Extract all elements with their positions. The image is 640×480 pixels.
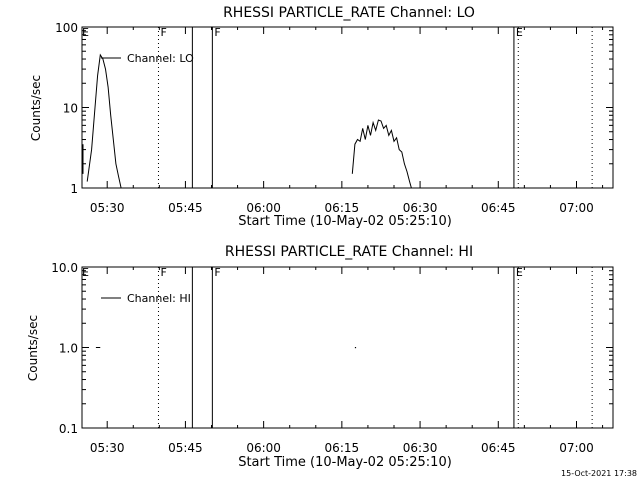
panel-hi-xtick-label: 07:00	[559, 441, 594, 455]
panel-hi-xtick-label: 06:45	[481, 441, 516, 455]
panel-lo-xtick-label: 07:00	[559, 201, 594, 215]
panel-lo-xtick-label: 06:45	[481, 201, 516, 215]
panel-lo-flag-label: F	[160, 26, 166, 39]
panel-lo-xtick-label: 05:30	[90, 201, 125, 215]
panel-lo-ytick-label: 1	[70, 182, 78, 196]
panel-hi-ytick-label: 0.1	[59, 422, 78, 436]
panel-lo-ytick-label: 10	[63, 102, 78, 116]
panel-hi-xtick-label: 06:15	[325, 441, 360, 455]
panel-hi-ytick-label: 10.0	[51, 261, 78, 275]
panel-hi-xtick-label: 05:45	[168, 441, 203, 455]
footer-timestamp: 15-Oct-2021 17:38	[561, 469, 637, 478]
panel-lo-data-line	[86, 53, 122, 189]
panel-hi-xtick-label: 06:00	[246, 441, 281, 455]
panel-lo-data-line	[351, 119, 412, 189]
panel-hi-xtick-label: 06:30	[403, 441, 438, 455]
panel-hi-xtick-label: 05:30	[90, 441, 125, 455]
panel-lo-flag-label: E	[516, 26, 523, 39]
panel-lo-xtick-label: 06:30	[403, 201, 438, 215]
panel-lo-ytick-label: 100	[55, 21, 78, 35]
panel-lo-corner-label: E	[82, 26, 89, 39]
panel-lo-ylabel: Counts/sec	[29, 75, 43, 141]
panel-hi-flag-label: F	[160, 266, 166, 279]
panel-hi-corner-label: E	[82, 266, 89, 279]
panel-lo-xtick-label: 06:00	[246, 201, 281, 215]
panel-hi-data-point	[354, 347, 357, 349]
panel-lo-xtick-label: 06:15	[325, 201, 360, 215]
panel-hi-ytick-label: 1.0	[59, 342, 78, 356]
panel-hi-ylabel: Counts/sec	[26, 315, 40, 381]
panel-lo-xtick-label: 05:45	[168, 201, 203, 215]
panel-hi-flag-label: F	[214, 266, 220, 279]
panel-hi-xlabel: Start Time (10-May-02 05:25:10)	[238, 455, 452, 470]
panel-hi-legend-label: Channel: HI	[127, 292, 191, 305]
panel-lo-legend-label: Channel: LO	[127, 52, 194, 65]
panel-hi-flag-label: E	[516, 266, 523, 279]
panel-hi-title: RHESSI PARTICLE_RATE Channel: HI	[225, 244, 473, 260]
panel-lo-flag-label: F	[214, 26, 220, 39]
panel-lo-title: RHESSI PARTICLE_RATE Channel: LO	[223, 5, 475, 21]
panel-lo-xlabel: Start Time (10-May-02 05:25:10)	[238, 214, 452, 229]
